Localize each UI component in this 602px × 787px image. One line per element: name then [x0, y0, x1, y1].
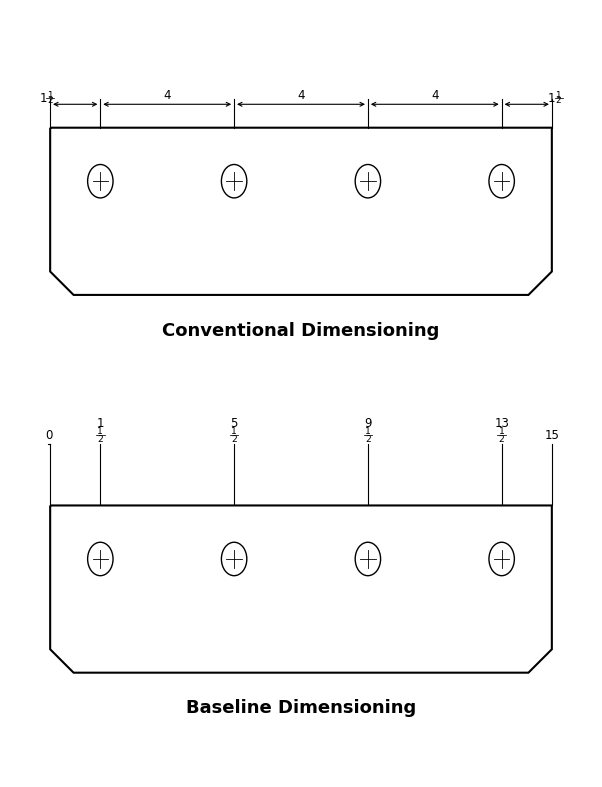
- Ellipse shape: [88, 164, 113, 198]
- Text: 2: 2: [47, 97, 52, 105]
- Text: 2: 2: [498, 435, 504, 445]
- Text: 4: 4: [297, 89, 305, 102]
- Ellipse shape: [489, 164, 514, 198]
- Text: 4: 4: [164, 89, 171, 102]
- Text: 1: 1: [96, 417, 104, 430]
- Text: Conventional Dimensioning: Conventional Dimensioning: [163, 322, 439, 340]
- Ellipse shape: [222, 542, 247, 576]
- Text: 1: 1: [548, 92, 555, 105]
- Text: 13: 13: [494, 417, 509, 430]
- Text: 2: 2: [98, 435, 104, 445]
- Text: 1: 1: [98, 427, 104, 436]
- Text: 9: 9: [364, 417, 371, 430]
- Ellipse shape: [489, 542, 514, 576]
- Ellipse shape: [355, 542, 380, 576]
- Text: 2: 2: [555, 97, 561, 105]
- Text: 1: 1: [555, 91, 561, 100]
- Text: 5: 5: [231, 417, 238, 430]
- Ellipse shape: [88, 542, 113, 576]
- Text: 1: 1: [231, 427, 237, 436]
- Text: 2: 2: [231, 435, 237, 445]
- Text: 4: 4: [431, 89, 438, 102]
- Text: Baseline Dimensioning: Baseline Dimensioning: [186, 700, 416, 718]
- Text: 1: 1: [47, 91, 52, 100]
- Text: 0: 0: [45, 429, 52, 442]
- Ellipse shape: [222, 164, 247, 198]
- Text: 1: 1: [498, 427, 504, 436]
- Ellipse shape: [355, 164, 380, 198]
- Text: 1: 1: [365, 427, 371, 436]
- Text: 1: 1: [39, 92, 47, 105]
- Text: 2: 2: [365, 435, 371, 445]
- Text: 15: 15: [544, 429, 559, 442]
